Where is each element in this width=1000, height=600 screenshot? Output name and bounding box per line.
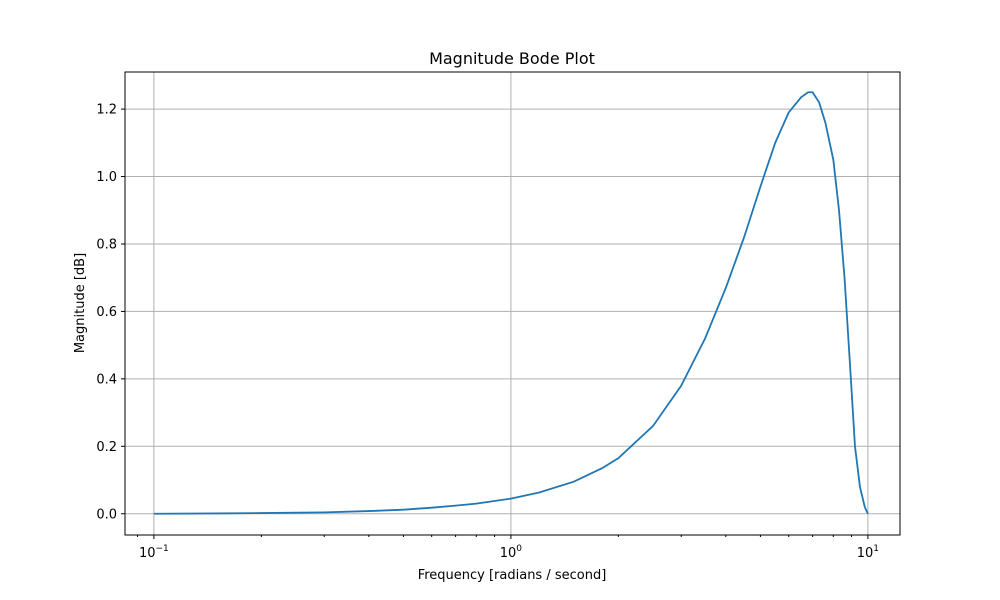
chart-title: Magnitude Bode Plot <box>429 49 595 68</box>
y-axis-label: Magnitude [dB] <box>73 253 88 353</box>
y-tick-label: 0.6 <box>96 305 117 320</box>
series-line <box>153 91 869 515</box>
y-tick-label: 1.0 <box>96 170 117 185</box>
x-tick-label: 10−1 <box>139 544 169 561</box>
y-tick-label: 0.4 <box>96 372 117 387</box>
ticks: 0.0 0.2 0.4 0.6 0.8 1.0 1.2 10−1 100 101 <box>96 103 879 561</box>
x-tick-label: 101 <box>857 544 879 561</box>
y-tick-label: 1.2 <box>96 103 117 118</box>
x-tick-label: 100 <box>500 544 523 561</box>
y-tick-label: 0.8 <box>96 237 117 252</box>
y-tick-label: 0.0 <box>96 507 117 522</box>
x-axis-label: Frequency [radians / second] <box>418 568 607 583</box>
grid <box>125 72 900 535</box>
plot-frame <box>124 71 901 536</box>
y-tick-label: 0.2 <box>96 440 117 455</box>
